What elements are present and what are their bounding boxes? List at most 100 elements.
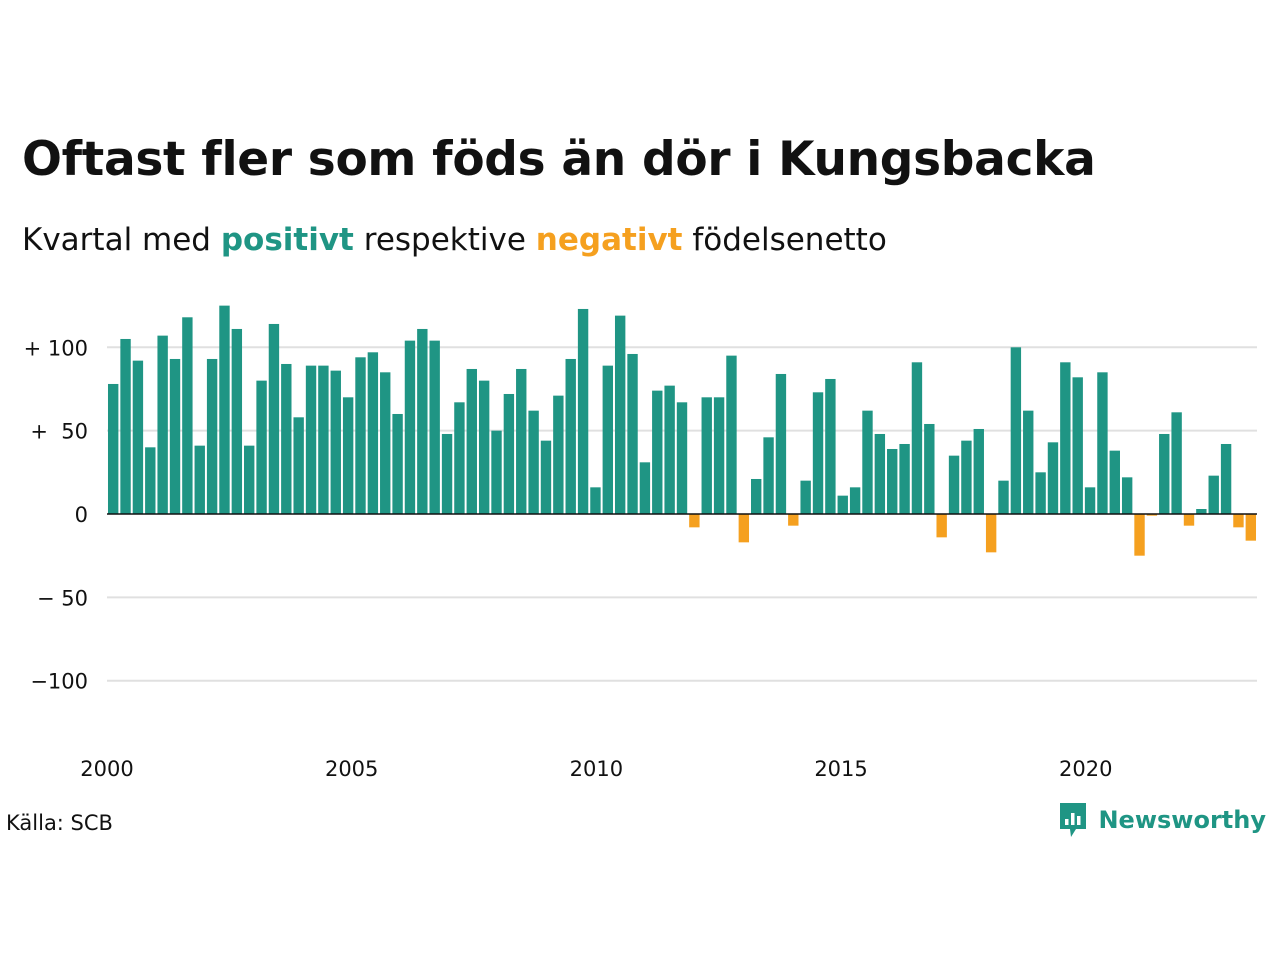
bar <box>849 487 861 514</box>
chart-subtitle: Kvartal med positivt respektive negativt… <box>22 218 887 262</box>
bar <box>1047 442 1059 514</box>
bar <box>887 448 898 514</box>
bar <box>1183 514 1195 526</box>
bar <box>911 362 923 514</box>
bar <box>1245 514 1257 541</box>
bar <box>367 352 379 514</box>
subtitle-middle: respektive <box>363 222 526 258</box>
bar <box>800 480 811 514</box>
brand-name: Newsworthy <box>1098 806 1266 834</box>
bar <box>664 385 675 514</box>
bar <box>1035 472 1046 514</box>
bar <box>961 440 972 514</box>
bar <box>874 433 886 514</box>
x-tick-label: 2010 <box>570 757 623 781</box>
bar <box>244 445 255 514</box>
source-note: Källa: SCB <box>6 811 113 835</box>
bar <box>998 480 1009 514</box>
y-tick-label: −100 <box>30 670 88 694</box>
bar <box>1072 377 1083 514</box>
bar <box>256 380 267 514</box>
bar-chart: + 100 + 50 0 − 50 −100 2000 2005 2010 2015 2020 <box>24 305 1257 781</box>
bar <box>763 437 774 514</box>
bar <box>1109 450 1120 514</box>
subtitle-prefix: Kvartal med <box>22 222 211 258</box>
bar <box>973 428 984 514</box>
bar <box>503 393 515 514</box>
bar <box>429 340 440 514</box>
bar <box>107 383 119 514</box>
chart-title: Oftast fler som föds än dör i Kungsbacka <box>22 132 1096 187</box>
bar <box>1171 412 1182 514</box>
x-tick-label: 2000 <box>80 757 133 781</box>
bar <box>318 365 329 514</box>
bar <box>182 317 193 514</box>
bar <box>985 514 997 553</box>
bar <box>1233 514 1244 528</box>
bar <box>1121 477 1133 514</box>
bar <box>899 443 910 514</box>
bar <box>775 373 787 514</box>
bar <box>590 487 601 514</box>
bar <box>652 390 663 514</box>
bar <box>219 305 230 515</box>
bar <box>281 363 292 514</box>
bar <box>738 514 750 543</box>
bar <box>713 397 725 514</box>
bar <box>540 440 552 514</box>
x-tick-label: 2015 <box>814 757 867 781</box>
bar <box>145 447 156 514</box>
bar <box>614 315 626 514</box>
subtitle-suffix: födelsenetto <box>692 222 887 258</box>
bar <box>231 328 243 514</box>
bar <box>157 335 168 514</box>
x-tick-label: 2005 <box>325 757 378 781</box>
bar <box>1084 487 1096 514</box>
bar <box>788 514 799 526</box>
bar <box>565 358 576 514</box>
bar <box>627 353 638 514</box>
subtitle-negative-label: negativt <box>535 222 683 258</box>
bar <box>491 430 502 514</box>
y-tick-label: − 50 <box>37 586 88 610</box>
bar <box>169 358 181 514</box>
bar <box>751 478 762 514</box>
bar <box>1220 443 1232 514</box>
bar <box>132 360 144 514</box>
bar <box>676 402 688 514</box>
bar <box>1196 509 1207 514</box>
bar <box>342 397 354 514</box>
bar <box>1023 410 1034 514</box>
x-tick-label: 2020 <box>1059 757 1112 781</box>
y-tick-label: + 50 <box>30 420 88 444</box>
bar <box>293 417 304 514</box>
bar <box>1208 475 1219 514</box>
bar <box>1010 347 1022 514</box>
newsworthy-logo: Newsworthy <box>1058 800 1266 840</box>
bar <box>466 368 477 514</box>
bar <box>726 355 737 514</box>
bar <box>948 455 960 514</box>
bar <box>1146 514 1158 516</box>
bar <box>1097 372 1108 514</box>
bar <box>1060 362 1071 514</box>
bar <box>355 357 366 514</box>
subtitle-positive-label: positivt <box>220 222 354 258</box>
bar <box>837 495 848 514</box>
bar <box>639 462 651 514</box>
bar <box>392 413 403 514</box>
y-tick-label: + 100 <box>24 336 88 360</box>
bar <box>577 308 589 514</box>
bar <box>454 402 465 514</box>
bar <box>812 392 824 514</box>
bar <box>478 380 490 514</box>
bar <box>1134 514 1145 556</box>
bar <box>553 395 564 514</box>
bar <box>528 410 539 514</box>
bar <box>936 514 947 538</box>
bar <box>1159 433 1170 514</box>
bar <box>701 397 712 514</box>
y-tick-label: 0 <box>75 503 88 527</box>
bar <box>516 368 527 514</box>
bar <box>441 433 453 514</box>
